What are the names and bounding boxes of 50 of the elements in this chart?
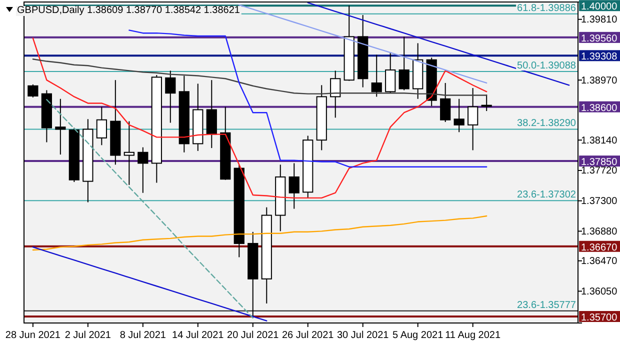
candlestick (28, 84, 38, 98)
ref-line-label: 1.36670 (581, 242, 618, 254)
y-tick-label: 1.37720 (581, 166, 618, 177)
annotation: 23.6-1.35777 (517, 300, 576, 311)
candlestick (468, 88, 478, 151)
candlestick (288, 162, 300, 210)
candlestick (481, 94, 492, 112)
line-series (128, 30, 488, 168)
ref-line-label: 1.35700 (581, 312, 618, 324)
candlestick (124, 120, 134, 186)
x-tick-label: 30 Jul 2021 (337, 330, 390, 341)
candlestick (55, 98, 66, 156)
line-series (32, 246, 268, 322)
ref-line-label: 1.40000 (581, 2, 618, 13)
y-tick-label: 1.38140 (581, 135, 618, 146)
candlestick (96, 106, 107, 146)
ref-line-label: 1.39560 (581, 33, 618, 44)
line-series (32, 38, 488, 199)
x-tick-label: 20 Jul 2021 (227, 330, 280, 341)
line-series (238, 4, 488, 84)
candlestick (371, 54, 382, 98)
x-tick-label: 28 Jun 2021 (5, 330, 61, 341)
chart-title: GBPUSD,Daily 1.38609 1.38770 1.38542 1.38621 (17, 5, 240, 16)
y-tick-label: 1.37300 (581, 196, 618, 208)
annotation: 38.2-1.38290 (517, 118, 576, 130)
x-tick-label: 11 Aug 2021 (445, 330, 501, 341)
line-series (32, 215, 488, 251)
line-series (32, 58, 488, 96)
ref-line-label: 1.39308 (581, 52, 618, 63)
candlestick (440, 82, 451, 123)
x-tick-label: 26 Jul 2021 (282, 330, 334, 341)
x-tick-label: 5 Aug 2021 (392, 330, 444, 341)
y-tick-label: 1.36880 (581, 226, 618, 238)
annotation: 23.6-1.37302 (517, 190, 576, 201)
annotation: 50.0-1.39088 (517, 60, 576, 72)
candlestick (165, 70, 176, 124)
y-tick-label: 1.39810 (581, 14, 618, 26)
x-tick-label: 14 Jul 2021 (172, 330, 224, 341)
candlestick (138, 146, 148, 194)
annotation: 61.8-1.39886 (517, 2, 576, 14)
x-tick-label: 2 Jul 2021 (64, 330, 112, 341)
x-tick-label: 8 Jul 2021 (120, 330, 166, 341)
y-tick-label: 1.38970 (581, 75, 618, 86)
candlestick (385, 52, 396, 94)
y-tick-label: 1.36050 (581, 286, 618, 298)
candlestick (398, 36, 410, 91)
candlestick (454, 98, 464, 133)
y-tick-label: 1.36470 (581, 256, 618, 268)
candlestick (330, 70, 341, 118)
ref-line-label: 1.38600 (581, 102, 618, 114)
